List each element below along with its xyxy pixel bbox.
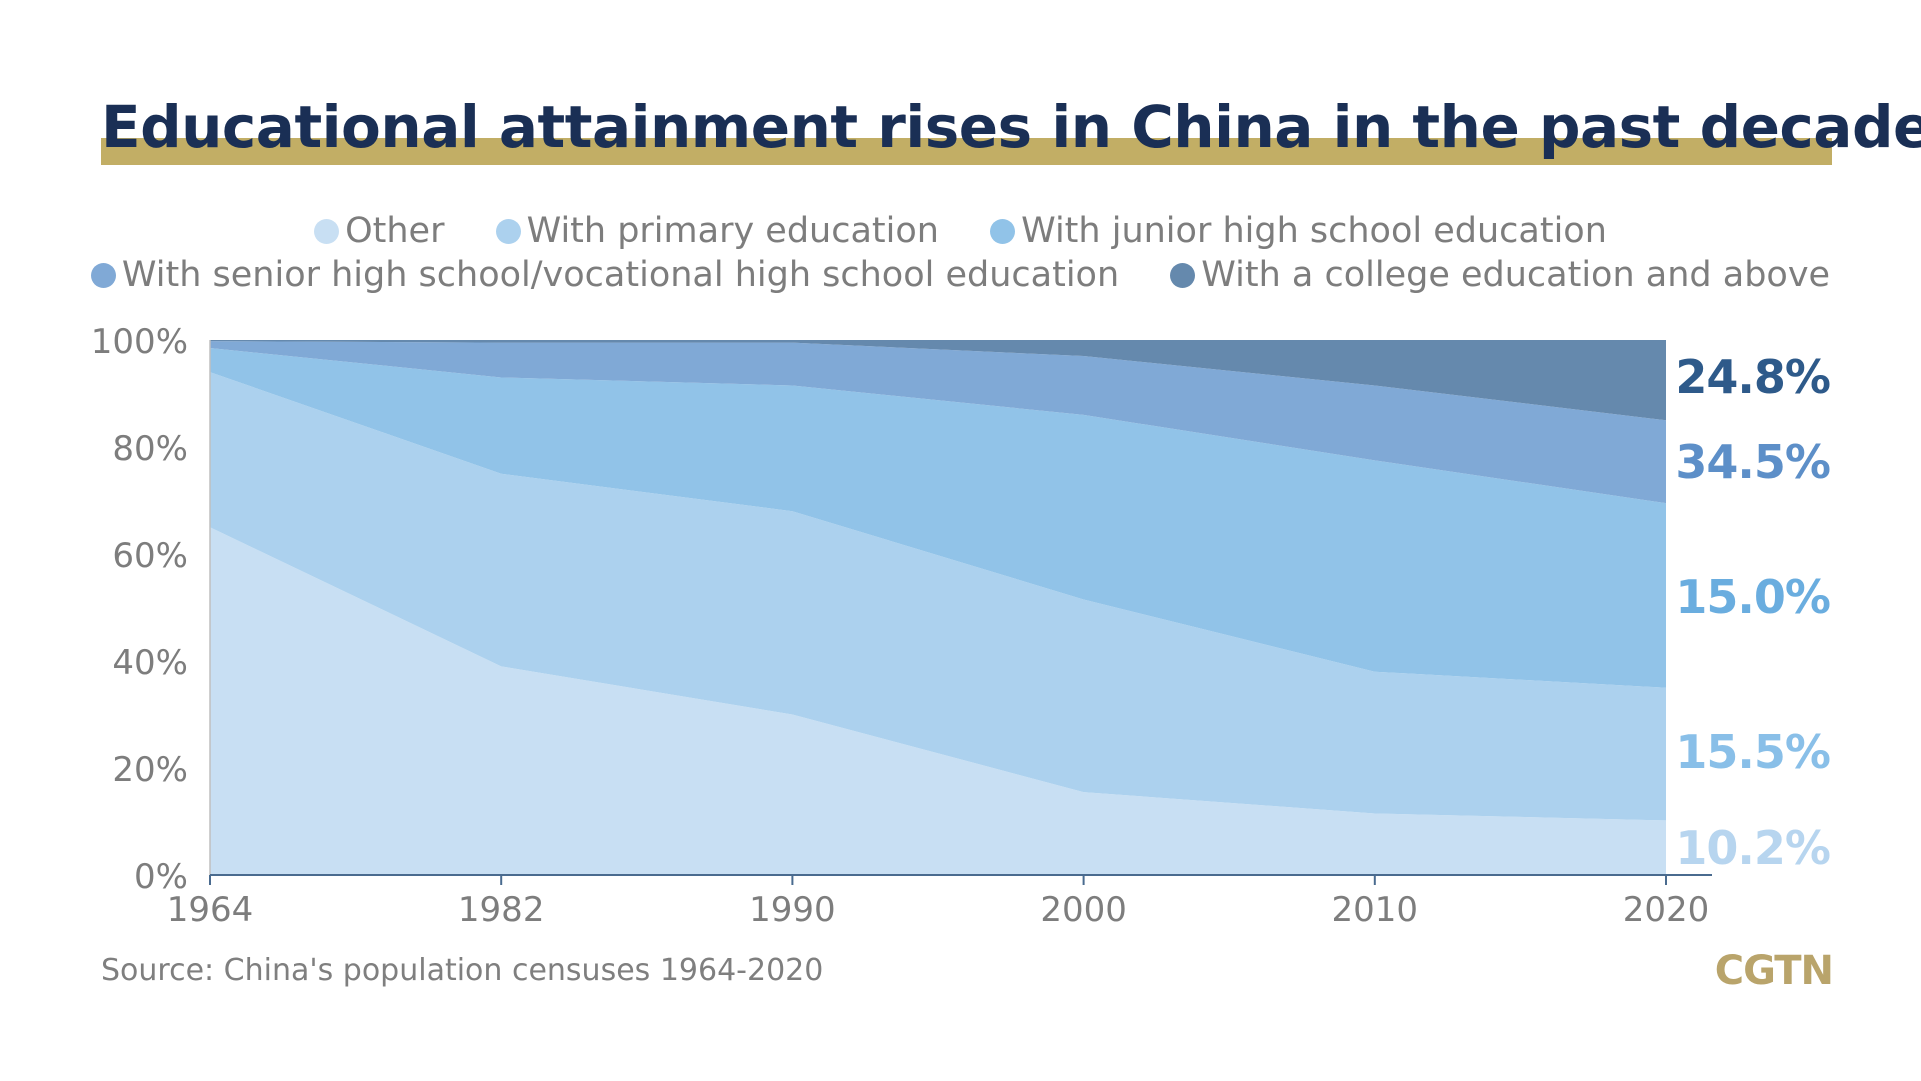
area-series-3 (210, 341, 1666, 504)
source-note: Source: China's population censuses 1964… (101, 953, 824, 988)
legend-dot-icon (990, 219, 1016, 244)
legend-item-primary: With primary education (495, 210, 939, 252)
y-tick-label: 20% (112, 750, 188, 790)
end-value-label: 10.2% (1675, 821, 1830, 875)
legend-item-senior-high: With senior high school/vocational high … (90, 254, 1120, 296)
legend-row-2: With senior high school/vocational high … (0, 254, 1921, 296)
legend-label: With a college education and above (1201, 255, 1831, 295)
x-tick-label: 2000 (1040, 890, 1127, 930)
area-series-4 (210, 340, 1666, 421)
cgtn-logo: CGTN (1714, 948, 1834, 994)
legend-item-college: With a college education and above (1170, 254, 1830, 296)
legend-label: With senior high school/vocational high … (121, 255, 1120, 295)
legend-row-1: Other With primary education With junior… (0, 210, 1921, 252)
end-value-label: 34.5% (1675, 435, 1830, 489)
area-series-0 (210, 527, 1666, 875)
title-underline-bar (101, 138, 1832, 165)
title-block: Educational attainment rises in China in… (101, 92, 1921, 170)
end-value-label: 24.8% (1675, 350, 1830, 404)
end-value-label: 15.5% (1675, 725, 1830, 779)
area-series-1 (210, 372, 1666, 821)
end-value-label: 15.0% (1675, 570, 1830, 624)
legend-label: Other (345, 211, 445, 251)
y-tick-label: 40% (112, 643, 188, 683)
x-tick-label: 2020 (1623, 890, 1710, 930)
legend-dot-icon (495, 219, 521, 244)
legend-label: With junior high school education (1021, 211, 1607, 251)
legend-item-junior-high: With junior high school education (990, 210, 1607, 252)
x-tick-label: 1982 (458, 890, 545, 930)
y-tick-label: 100% (91, 322, 188, 362)
legend-dot-icon (314, 219, 340, 244)
chart-title: Educational attainment rises in China in… (101, 93, 1921, 161)
y-tick-label: 80% (112, 429, 188, 469)
legend-dot-icon (90, 263, 116, 288)
y-tick-label: 60% (112, 536, 188, 576)
x-tick-label: 1964 (167, 890, 254, 930)
legend-dot-icon (1170, 263, 1196, 288)
x-tick-label: 2010 (1332, 890, 1419, 930)
legend-label: With primary education (526, 211, 939, 251)
area-series-2 (210, 348, 1666, 688)
x-tick-label: 1990 (749, 890, 836, 930)
legend-item-other: Other (314, 210, 444, 252)
y-tick-label: 0% (134, 857, 188, 897)
